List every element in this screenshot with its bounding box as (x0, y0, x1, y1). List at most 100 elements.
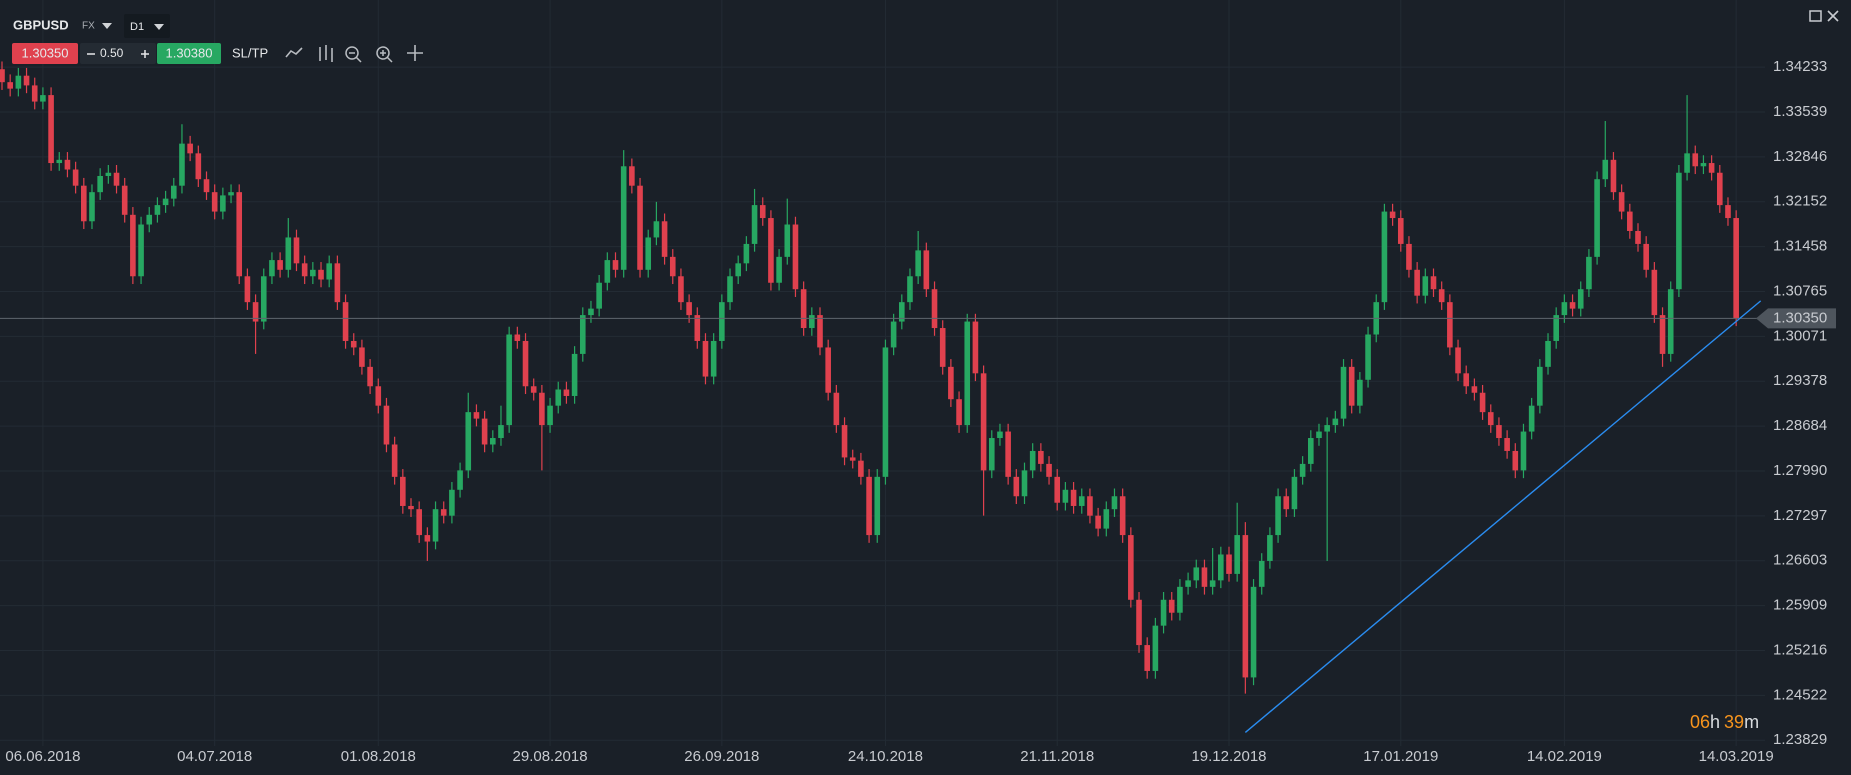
candle-body (678, 276, 684, 303)
candle-body (555, 389, 562, 406)
candle-body (1005, 431, 1011, 477)
timer-hours: 06 (1690, 712, 1710, 732)
candle-body (318, 269, 324, 280)
candle-body (1512, 450, 1519, 471)
candle-body (260, 276, 267, 322)
sell-button[interactable] (12, 43, 78, 64)
y-tick-label: 1.30765 (1773, 282, 1827, 299)
candle-body (31, 85, 38, 102)
candle-body (1095, 515, 1101, 529)
candle-body (997, 431, 1003, 439)
y-tick-label: 1.31458 (1773, 238, 1827, 255)
candle-body (1128, 535, 1134, 600)
close-button[interactable] (1827, 10, 1839, 22)
candle-body (89, 192, 95, 222)
candle-body (113, 172, 120, 186)
candle-body (849, 457, 856, 461)
candle-body (203, 179, 210, 193)
candle-body (588, 308, 594, 316)
candle-body (1717, 172, 1723, 206)
last-price-label: 1.30350 (1773, 309, 1827, 326)
candle-body (1618, 192, 1625, 212)
candle-body (1348, 366, 1355, 406)
candle-body (228, 192, 234, 196)
candle-body (800, 289, 807, 329)
candle-body (1038, 450, 1044, 464)
maximize-button[interactable] (1809, 10, 1822, 22)
symbol-dropdown[interactable] (102, 23, 112, 29)
candle-body (72, 169, 79, 186)
candle-body (285, 237, 292, 270)
line-chart-icon[interactable] (285, 47, 303, 58)
candle-body (612, 260, 619, 270)
candle-body (391, 444, 398, 477)
increase-icon[interactable] (141, 50, 149, 58)
candle-body (1234, 535, 1240, 574)
candle-body (596, 282, 602, 309)
candle-body (1643, 243, 1649, 270)
y-tick-label: 1.29378 (1773, 372, 1827, 389)
timer-hours-unit: h (1710, 712, 1720, 732)
symbol[interactable]: GBPUSD (13, 17, 69, 32)
candle-body (432, 509, 439, 542)
candle-body (579, 315, 586, 354)
market: FX (82, 21, 95, 32)
x-tick-label: 26.09.2018 (684, 748, 759, 765)
volume[interactable]: 0.50 (100, 46, 124, 60)
candle-body (342, 302, 349, 341)
candle-body (686, 302, 692, 316)
candle-body (833, 392, 840, 426)
candle-body (547, 405, 553, 426)
candle-body (162, 198, 169, 206)
x-tick-label: 29.08.2018 (513, 748, 588, 765)
candle-body (1610, 159, 1617, 193)
candle-body (907, 276, 913, 303)
pan-icon[interactable] (407, 45, 423, 61)
candle-body (1496, 425, 1502, 439)
candle-body (899, 302, 905, 322)
volume-box[interactable] (80, 43, 156, 64)
x-tick-label: 01.08.2018 (341, 748, 416, 765)
candle-body (1479, 392, 1486, 413)
y-tick-label: 1.32152 (1773, 193, 1827, 210)
candle-body (236, 192, 243, 277)
zoom-out-icon-detail (349, 52, 362, 63)
candle-body (645, 237, 652, 270)
candle-body (948, 366, 954, 400)
sltp-button[interactable]: SL/TP (232, 45, 268, 60)
bid-price[interactable]: 1.30350 (22, 45, 69, 60)
zoom-out-icon[interactable] (345, 46, 359, 60)
timeframe[interactable]: D1 (130, 21, 144, 33)
candle-body (481, 418, 488, 445)
candle-body (498, 425, 504, 439)
timeframe-dropdown[interactable] (154, 24, 164, 30)
candle-body (866, 476, 872, 536)
candle-body (301, 263, 308, 277)
candle-body (1487, 412, 1494, 426)
timer-minutes: 39 (1724, 712, 1744, 732)
candle-icon[interactable] (319, 45, 333, 62)
candle-body (138, 224, 144, 277)
candle-body (539, 392, 545, 426)
candle-body (972, 321, 979, 374)
candle-body (776, 256, 782, 283)
ask-price[interactable]: 1.30380 (166, 45, 213, 60)
candle-body (1365, 334, 1371, 380)
candle-body (882, 347, 889, 477)
candle-body (1332, 418, 1339, 426)
buy-button[interactable] (157, 43, 221, 64)
zoom-in-icon[interactable] (376, 46, 390, 60)
candle-body (506, 334, 512, 426)
timeframe-box[interactable] (124, 14, 170, 38)
candle-body (956, 399, 962, 426)
candle-body (702, 340, 709, 377)
candle-body (64, 159, 71, 170)
candle-body (1250, 586, 1257, 678)
axes: 1.34233 1.33539 1.32846 1.32152 1.31458 1.307… (5, 58, 1836, 765)
candle-body (1430, 276, 1437, 290)
candle-body (1528, 405, 1535, 432)
y-tick-label: 1.26603 (1773, 552, 1827, 569)
candle-body (15, 75, 22, 89)
y-tick-label: 1.32846 (1773, 148, 1827, 165)
candle-body (604, 260, 611, 283)
